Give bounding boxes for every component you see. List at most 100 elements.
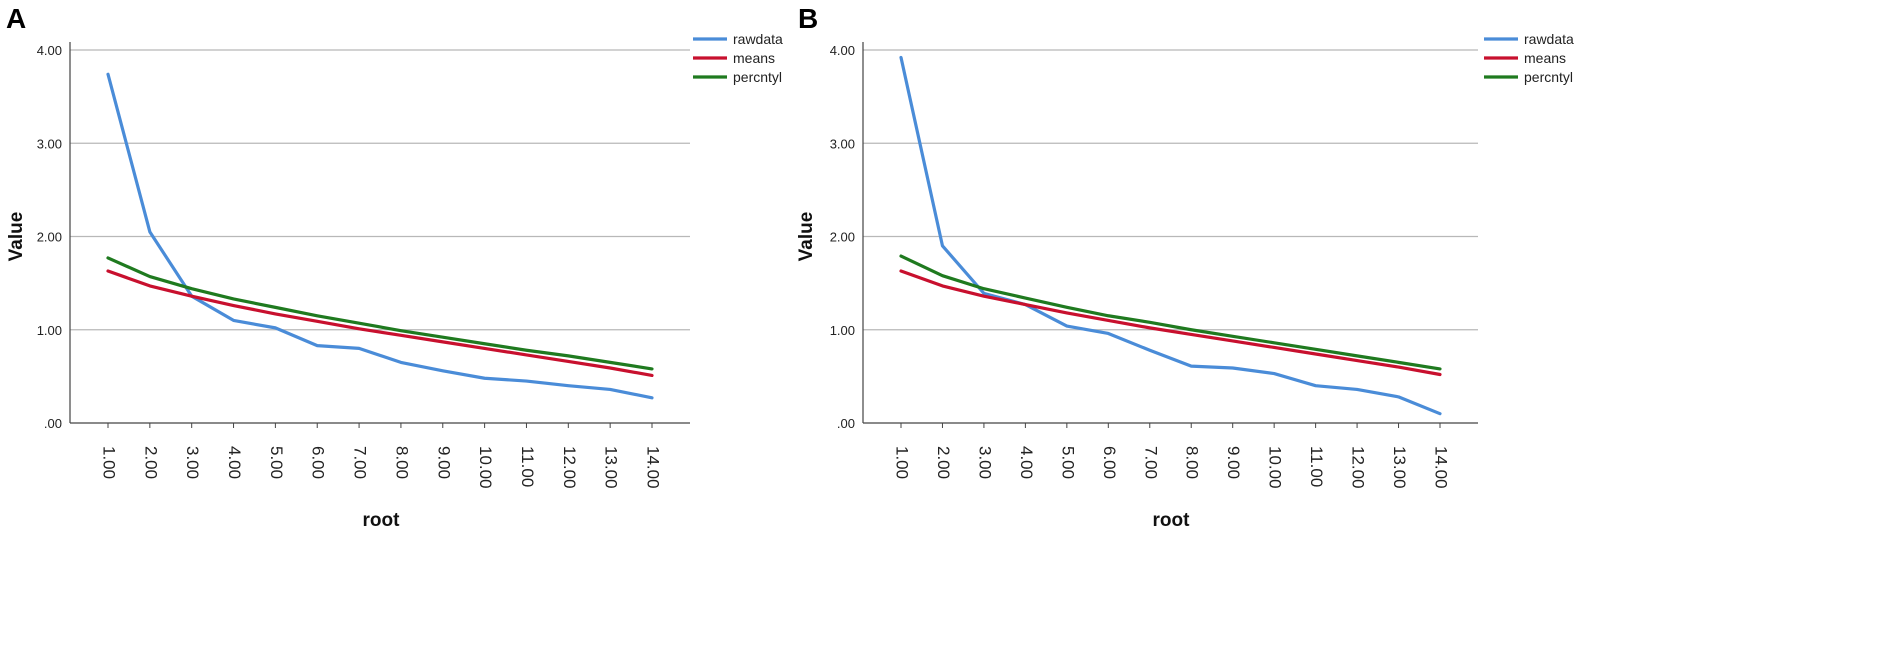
x-tick-label: 3.00 <box>975 446 994 479</box>
data-point-percntyl <box>1438 367 1442 371</box>
data-point-rawdata <box>1189 364 1193 368</box>
x-tick-label: 1.00 <box>893 446 912 479</box>
data-point-percntyl <box>1065 305 1069 309</box>
data-point-percntyl <box>190 287 194 291</box>
data-point-rawdata <box>1065 324 1069 328</box>
data-point-percntyl <box>566 354 570 358</box>
legend-label-rawdata: rawdata <box>733 31 783 47</box>
x-tick-label: 2.00 <box>934 446 953 479</box>
data-point-rawdata <box>1148 348 1152 352</box>
series-line-means <box>899 269 1442 377</box>
data-point-rawdata <box>232 318 236 322</box>
x-tick-label: 3.00 <box>183 446 202 479</box>
data-point-means <box>399 333 403 337</box>
data-point-percntyl <box>357 321 361 325</box>
data-point-means <box>232 304 236 308</box>
data-point-rawdata <box>357 346 361 350</box>
data-point-means <box>1272 345 1276 349</box>
data-point-percntyl <box>650 367 654 371</box>
data-point-percntyl <box>1397 360 1401 364</box>
data-point-percntyl <box>608 360 612 364</box>
x-axis-title: root <box>363 510 401 531</box>
data-point-rawdata <box>315 344 319 348</box>
y-tick-label: .00 <box>44 416 62 431</box>
y-tick-label: 3.00 <box>830 136 855 151</box>
data-point-rawdata <box>608 387 612 391</box>
chart-panel-b: B .00 1.00 2.00 3.00 4.00 1.00 2.00 3.00 4.00 5.00… <box>796 3 1574 531</box>
data-point-rawdata <box>483 376 487 380</box>
x-tick-label: 7.00 <box>351 446 370 479</box>
data-point-means <box>1189 332 1193 336</box>
data-point-percntyl <box>524 348 528 352</box>
data-point-means <box>524 353 528 357</box>
x-axis-title: root <box>1153 510 1191 531</box>
data-point-means <box>106 269 110 273</box>
data-point-percntyl <box>1023 296 1027 300</box>
data-point-percntyl <box>106 256 110 260</box>
x-tick-label: 8.00 <box>392 446 411 479</box>
x-tick-label: 9.00 <box>434 446 453 479</box>
data-point-percntyl <box>1148 320 1152 324</box>
x-tick-label: 12.00 <box>560 446 579 489</box>
data-point-means <box>1065 311 1069 315</box>
panel-label: B <box>798 3 818 34</box>
y-tick-label: 4.00 <box>830 43 855 58</box>
x-tick-label: 1.00 <box>100 446 119 479</box>
data-point-means <box>148 284 152 288</box>
data-point-means <box>1231 339 1235 343</box>
data-point-rawdata <box>899 55 903 59</box>
data-point-rawdata <box>650 396 654 400</box>
x-tick-label: 10.00 <box>1266 446 1285 489</box>
x-tick-label: 14.00 <box>1432 446 1451 489</box>
x-tick-label: 12.00 <box>1349 446 1368 489</box>
data-point-means <box>899 269 903 273</box>
legend-label-percntyl: percntyl <box>1524 69 1573 85</box>
x-tick-label: 9.00 <box>1224 446 1243 479</box>
y-tick-label: 1.00 <box>37 323 62 338</box>
data-point-percntyl <box>899 254 903 258</box>
data-point-percntyl <box>1106 314 1110 318</box>
panel-label: A <box>6 3 26 34</box>
data-point-percntyl <box>1355 354 1359 358</box>
data-point-percntyl <box>483 342 487 346</box>
data-point-percntyl <box>1231 334 1235 338</box>
data-point-means <box>190 294 194 298</box>
data-point-percntyl <box>148 275 152 279</box>
x-tick-label: 11.00 <box>1307 446 1326 487</box>
series-line-rawdata <box>106 72 654 400</box>
data-point-percntyl <box>982 287 986 291</box>
data-point-means <box>1314 352 1318 356</box>
data-point-rawdata <box>524 379 528 383</box>
data-point-means <box>357 327 361 331</box>
chart-panel-a: A .00 1.00 2.00 3.00 4.00 1.00 2.00 3.00 4.00 5.00… <box>6 3 783 531</box>
y-axis-title: Value <box>796 212 817 262</box>
data-point-percntyl <box>273 305 277 309</box>
x-tick-label: 10.00 <box>476 446 495 489</box>
data-point-rawdata <box>566 384 570 388</box>
data-point-means <box>1148 326 1152 330</box>
data-point-means <box>1106 318 1110 322</box>
data-point-rawdata <box>1272 372 1276 376</box>
data-point-means <box>982 294 986 298</box>
data-point-means <box>566 359 570 363</box>
data-point-rawdata <box>1231 366 1235 370</box>
series-line-percntyl <box>899 254 1442 371</box>
x-tick-label: 6.00 <box>309 446 328 479</box>
data-point-rawdata <box>399 360 403 364</box>
data-point-rawdata <box>106 72 110 76</box>
y-tick-label: 4.00 <box>37 43 62 58</box>
data-point-percntyl <box>1314 347 1318 351</box>
data-point-percntyl <box>940 274 944 278</box>
data-point-means <box>483 346 487 350</box>
series-line-means <box>106 269 654 378</box>
legend-label-rawdata: rawdata <box>1524 31 1574 47</box>
y-axis-title: Value <box>6 212 27 262</box>
series-line-percntyl <box>106 256 654 371</box>
x-tick-label: 13.00 <box>1390 446 1409 489</box>
data-point-rawdata <box>1397 395 1401 399</box>
data-point-percntyl <box>1189 328 1193 332</box>
y-tick-label: 3.00 <box>37 136 62 151</box>
y-tick-label: 2.00 <box>830 230 855 245</box>
data-point-means <box>940 284 944 288</box>
x-tick-label: 6.00 <box>1100 446 1119 479</box>
